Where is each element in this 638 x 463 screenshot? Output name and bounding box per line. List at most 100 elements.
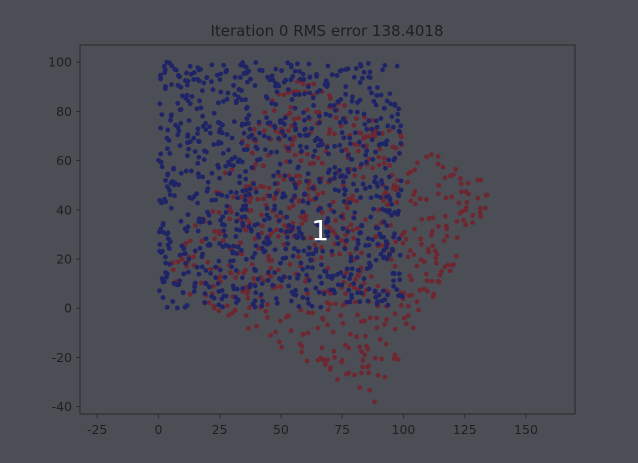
scatter-point (234, 218, 240, 224)
scatter-point (436, 183, 442, 188)
scatter-point (237, 75, 243, 80)
scatter-point (224, 203, 230, 209)
scatter-point (175, 82, 181, 88)
scatter-point (352, 167, 357, 173)
scatter-point (347, 282, 353, 288)
scatter-point (382, 63, 388, 68)
scatter-point (187, 238, 193, 244)
scatter-point (319, 280, 324, 286)
scatter-point (381, 155, 387, 161)
scatter-point (196, 138, 201, 144)
scatter-point (355, 237, 361, 243)
scatter-point (263, 308, 269, 314)
scatter-point (327, 301, 333, 307)
scatter-point (349, 156, 355, 162)
scatter-point (288, 64, 294, 70)
scatter-point (299, 148, 304, 154)
scatter-point (187, 291, 193, 297)
scatter-point (379, 131, 385, 137)
scatter-point (274, 213, 280, 219)
scatter-point (210, 283, 216, 289)
scatter-point (332, 171, 338, 176)
scatter-point (298, 260, 304, 266)
scatter-point (369, 137, 375, 143)
scatter-point (280, 191, 286, 197)
scatter-point (394, 200, 400, 205)
scatter-point (186, 256, 192, 262)
scatter-point (196, 174, 202, 180)
scatter-point (372, 355, 378, 361)
scatter-point (224, 132, 230, 137)
scatter-point (470, 220, 475, 225)
scatter-point (385, 302, 391, 308)
scatter-point (165, 127, 171, 133)
scatter-point (199, 264, 205, 270)
scatter-point (209, 62, 215, 68)
scatter-point (284, 229, 290, 234)
scatter-point (289, 289, 295, 295)
scatter-point (397, 277, 403, 283)
scatter-point (366, 363, 372, 369)
scatter-point (464, 205, 469, 210)
scatter-point (367, 184, 373, 190)
scatter-point (327, 113, 333, 118)
scatter-point (292, 105, 298, 111)
x-tick-label: 150 (514, 422, 538, 437)
scatter-point (305, 264, 311, 270)
scatter-point (289, 198, 295, 204)
scatter-point (195, 228, 201, 234)
scatter-point (349, 292, 354, 298)
scatter-point (244, 116, 250, 122)
scatter-point (259, 245, 265, 251)
scatter-point (231, 194, 237, 200)
scatter-point (183, 260, 189, 266)
scatter-point (339, 68, 344, 73)
scatter-point (228, 189, 234, 195)
scatter-point (304, 151, 310, 157)
scatter-point (348, 331, 353, 337)
scatter-point (230, 283, 236, 289)
scatter-point (430, 228, 435, 234)
scatter-point (223, 163, 229, 169)
scatter-point (192, 284, 198, 290)
scatter-point (388, 257, 394, 262)
scatter-point (288, 328, 294, 334)
scatter-point (335, 282, 341, 288)
scatter-point (354, 245, 360, 251)
scatter-point (292, 193, 297, 199)
scatter-point (191, 77, 197, 82)
scatter-point (339, 173, 345, 179)
scatter-point (397, 129, 403, 135)
scatter-point (442, 213, 448, 219)
scatter-point (383, 239, 389, 244)
scatter-point (343, 91, 349, 97)
scatter-point (366, 286, 372, 292)
scatter-point (233, 300, 239, 305)
scatter-point (443, 195, 449, 201)
scatter-point (166, 246, 172, 251)
scatter-point (251, 126, 257, 132)
scatter-point (189, 94, 195, 99)
scatter-point (364, 126, 370, 132)
scatter-point (395, 211, 401, 217)
scatter-point (339, 130, 345, 135)
scatter-point (170, 298, 176, 304)
scatter-point (213, 275, 219, 281)
scatter-point (227, 270, 233, 275)
scatter-point (253, 161, 259, 167)
scatter-point (243, 64, 249, 70)
scatter-point (170, 267, 176, 273)
scatter-point (304, 178, 309, 184)
scatter-point (267, 120, 273, 126)
scatter-point (167, 187, 172, 193)
scatter-point (227, 162, 233, 168)
scatter-point (174, 282, 180, 288)
scatter-point (344, 238, 349, 243)
scatter-point (316, 237, 322, 243)
scatter-point (364, 148, 370, 154)
scatter-point (387, 163, 393, 168)
scatter-point (176, 182, 182, 188)
scatter-point (273, 296, 279, 302)
scatter-point (327, 103, 333, 108)
